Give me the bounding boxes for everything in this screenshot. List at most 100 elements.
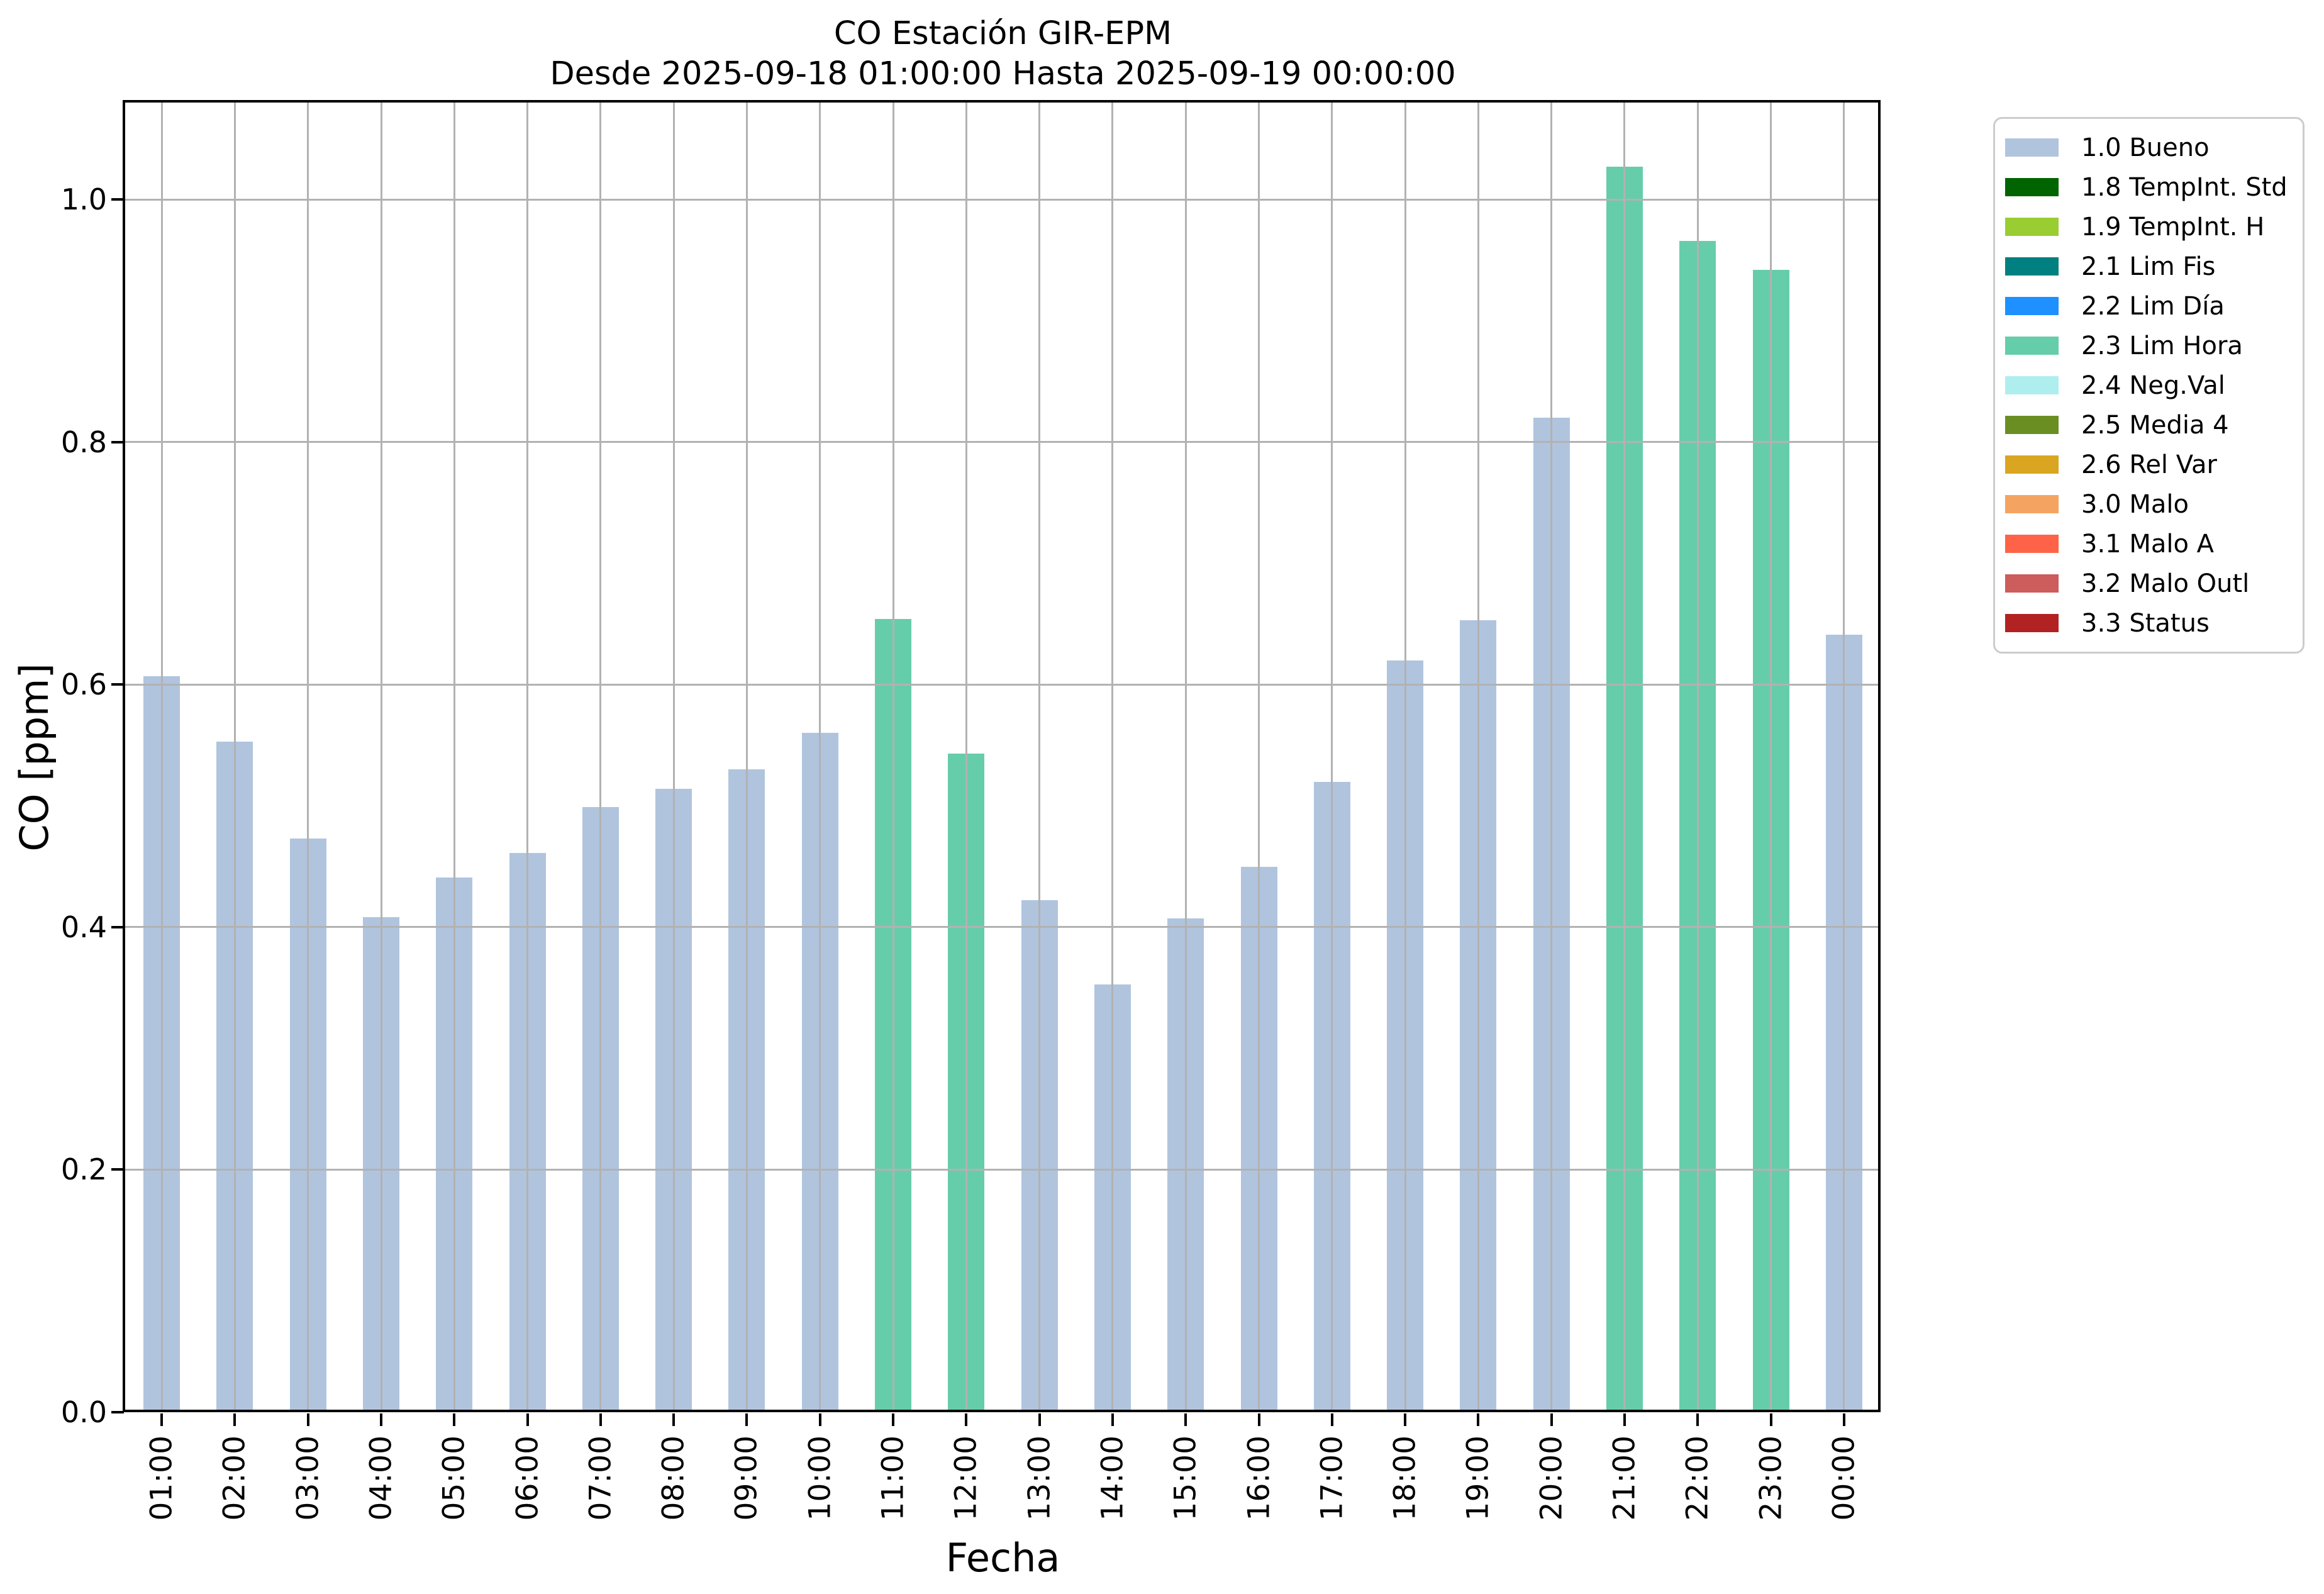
gridline-vertical	[526, 103, 529, 1412]
gridline-horizontal	[125, 1168, 1881, 1171]
legend-item: 2.5 Media 4	[1995, 405, 2303, 445]
x-tick-label: 00:00	[1826, 1435, 1862, 1521]
x-tick-mark	[1330, 1413, 1333, 1426]
gridline-horizontal	[125, 926, 1881, 928]
x-tick-mark	[1477, 1413, 1480, 1426]
x-tick-mark	[1550, 1413, 1553, 1426]
x-tick-mark	[1696, 1413, 1699, 1426]
gridline-vertical	[599, 103, 602, 1412]
gridline-vertical	[672, 103, 675, 1412]
x-tick-label: 15:00	[1168, 1435, 1203, 1521]
x-tick-label: 17:00	[1315, 1435, 1350, 1521]
chart-title-block: CO Estación GIR-EPM Desde 2025-09-18 01:…	[125, 14, 1881, 94]
x-tick-label: 08:00	[656, 1435, 691, 1521]
legend-item: 2.3 Lim Hora	[1995, 326, 2303, 365]
x-tick-mark	[233, 1413, 236, 1426]
gridline-vertical	[1404, 103, 1406, 1412]
x-tick-mark	[965, 1413, 968, 1426]
x-tick-mark	[453, 1413, 456, 1426]
x-tick-mark	[1769, 1413, 1772, 1426]
legend-swatch	[2005, 297, 2059, 315]
x-tick-label: 23:00	[1754, 1435, 1789, 1521]
x-tick-mark	[672, 1413, 676, 1426]
legend-label: 2.6 Rel Var	[2081, 450, 2217, 479]
legend-item: 2.6 Rel Var	[1995, 445, 2303, 484]
y-tick-label: 0.0	[60, 1395, 107, 1429]
gridline-vertical	[819, 103, 821, 1412]
x-tick-label: 20:00	[1534, 1435, 1569, 1521]
x-tick-mark	[526, 1413, 529, 1426]
x-tick-label: 18:00	[1387, 1435, 1423, 1521]
legend-label: 2.1 Lim Fis	[2081, 252, 2216, 281]
x-tick-mark	[745, 1413, 748, 1426]
x-tick-label: 13:00	[1022, 1435, 1057, 1521]
y-tick-label: 1.0	[60, 182, 107, 217]
legend-swatch	[2005, 455, 2059, 474]
y-tick-label: 0.2	[60, 1152, 107, 1187]
gridline-horizontal	[125, 683, 1881, 686]
chart-subtitle: Desde 2025-09-18 01:00:00 Hasta 2025-09-…	[550, 55, 1456, 92]
x-tick-mark	[1038, 1413, 1041, 1426]
y-tick-mark	[111, 925, 124, 928]
x-tick-mark	[818, 1413, 821, 1426]
legend-swatch	[2005, 337, 2059, 355]
x-tick-mark	[1623, 1413, 1626, 1426]
legend-swatch	[2005, 535, 2059, 553]
y-tick-mark	[111, 198, 124, 201]
legend-label: 3.3 Status	[2081, 608, 2210, 638]
x-tick-label: 09:00	[729, 1435, 764, 1521]
x-tick-mark	[160, 1413, 164, 1426]
y-tick-mark	[111, 683, 124, 686]
legend-label: 2.5 Media 4	[2081, 410, 2229, 440]
legend-label: 1.8 TempInt. Std	[2081, 172, 2288, 202]
gridline-vertical	[380, 103, 382, 1412]
gridline-vertical	[307, 103, 309, 1412]
x-tick-label: 12:00	[948, 1435, 984, 1521]
x-tick-mark	[1404, 1413, 1407, 1426]
x-tick-mark	[599, 1413, 602, 1426]
x-tick-mark	[306, 1413, 309, 1426]
legend-swatch	[2005, 178, 2059, 196]
x-tick-label: 02:00	[217, 1435, 252, 1521]
legend-item: 3.3 Status	[1995, 603, 2303, 643]
x-tick-label: 04:00	[364, 1435, 399, 1521]
x-tick-mark	[1111, 1413, 1114, 1426]
x-tick-label: 11:00	[876, 1435, 911, 1521]
x-tick-label: 06:00	[510, 1435, 545, 1521]
gridline-vertical	[1184, 103, 1187, 1412]
legend-swatch	[2005, 376, 2059, 394]
legend-swatch	[2005, 495, 2059, 513]
gridline-vertical	[453, 103, 455, 1412]
legend-label: 2.3 Lim Hora	[2081, 331, 2243, 360]
gridline-vertical	[160, 103, 163, 1412]
x-tick-mark	[1842, 1413, 1845, 1426]
legend-swatch	[2005, 138, 2059, 157]
legend-label: 2.2 Lim Día	[2081, 291, 2225, 321]
gridline-horizontal	[125, 198, 1881, 201]
legend-item: 1.0 Bueno	[1995, 128, 2303, 167]
gridline-vertical	[1550, 103, 1553, 1412]
gridline-vertical	[1843, 103, 1845, 1412]
chart-title: CO Estación GIR-EPM	[833, 15, 1172, 52]
legend-item: 2.1 Lim Fis	[1995, 247, 2303, 286]
legend-label: 3.1 Malo A	[2081, 529, 2215, 559]
x-tick-label: 03:00	[291, 1435, 326, 1521]
legend-swatch	[2005, 257, 2059, 276]
y-axis-label: CO [ppm]	[11, 663, 57, 852]
plot-area	[125, 103, 1881, 1412]
x-tick-label: 10:00	[803, 1435, 838, 1521]
gridline-vertical	[1331, 103, 1333, 1412]
x-tick-label: 19:00	[1460, 1435, 1496, 1521]
x-axis-label: Fecha	[945, 1535, 1060, 1581]
legend-item: 2.4 Neg.Val	[1995, 365, 2303, 405]
gridline-vertical	[1038, 103, 1041, 1412]
y-tick-label: 0.8	[60, 425, 107, 459]
x-tick-mark	[380, 1413, 383, 1426]
x-tick-label: 22:00	[1680, 1435, 1715, 1521]
legend-item: 3.0 Malo	[1995, 484, 2303, 524]
legend-label: 1.0 Bueno	[2081, 133, 2210, 162]
x-tick-label: 14:00	[1095, 1435, 1130, 1521]
y-tick-mark	[111, 440, 124, 443]
legend-item: 2.2 Lim Día	[1995, 286, 2303, 326]
gridline-vertical	[1258, 103, 1260, 1412]
